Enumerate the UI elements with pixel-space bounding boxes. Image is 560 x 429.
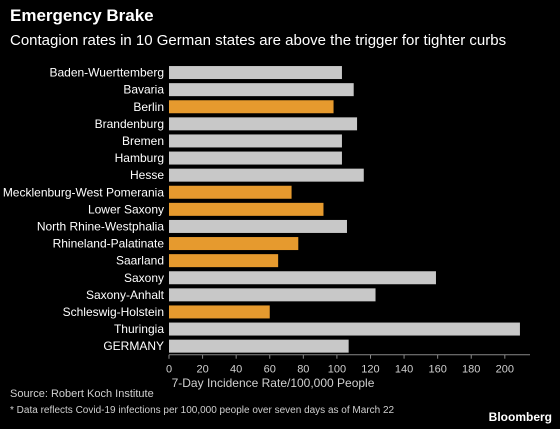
x-tick-label: 180: [462, 364, 480, 376]
category-label: Lower Saxony: [88, 202, 164, 216]
x-tick-label: 20: [196, 364, 208, 376]
bar: [169, 305, 270, 319]
x-tick-label: 80: [297, 364, 309, 376]
chart-subtitle: Contagion rates in 10 German states are …: [10, 32, 507, 49]
bar: [169, 322, 520, 336]
bar: [169, 66, 342, 80]
bar: [169, 83, 354, 97]
x-tick-label: 40: [230, 364, 242, 376]
category-label: Bavaria: [123, 83, 164, 97]
x-axis-label: 7-Day Incidence Rate/100,000 People: [172, 376, 375, 390]
bar: [169, 339, 349, 353]
category-label: Brandenburg: [95, 117, 164, 131]
category-label: Saxony: [124, 271, 164, 285]
source-note: Source: Robert Koch Institute: [10, 388, 154, 400]
category-label: GERMANY: [103, 339, 164, 353]
category-label: Rhineland-Palatinate: [53, 237, 165, 251]
x-tick-label: 100: [328, 364, 346, 376]
category-label: Hamburg: [115, 151, 164, 165]
bar: [169, 237, 299, 251]
category-labels: Baden-Wuerttemberg Bavaria Berlin Brandenbu…: [3, 66, 165, 354]
bar: [169, 219, 347, 233]
x-tick-label: 120: [361, 364, 379, 376]
bar: [169, 202, 324, 216]
bar: [169, 288, 376, 302]
category-label: Saarland: [116, 254, 164, 268]
bloomberg-logo: Bloomberg: [488, 410, 552, 424]
category-label: Saxony-Anhalt: [86, 288, 165, 302]
bar: [169, 185, 292, 199]
bar: [169, 271, 436, 285]
x-tick-label: 200: [496, 364, 514, 376]
footnote: * Data reflects Covid-19 infections per …: [10, 405, 395, 416]
bars: [169, 66, 520, 353]
x-axis: 0 20 40 60 80 100 120 140 160 180 200: [166, 354, 530, 376]
bar: [169, 151, 342, 165]
bar: [169, 117, 358, 131]
category-label: Hesse: [130, 168, 164, 182]
category-label: Thuringia: [114, 322, 164, 336]
bar: [169, 134, 342, 148]
category-label: North Rhine-Westphalia: [37, 219, 164, 233]
x-tick-label: 60: [264, 364, 276, 376]
x-tick-label: 0: [166, 364, 172, 376]
category-label: Bremen: [122, 134, 164, 148]
bar: [169, 168, 364, 182]
chart-title: Emergency Brake: [10, 6, 154, 25]
bar: [169, 100, 334, 114]
category-label: Baden-Wuerttemberg: [49, 66, 164, 80]
x-tick-label: 160: [428, 364, 446, 376]
bar: [169, 254, 279, 268]
category-label: Berlin: [133, 100, 164, 114]
x-tick-label: 140: [395, 364, 413, 376]
category-label: Mecklenburg-West Pomerania: [3, 185, 165, 199]
category-label: Schleswig-Holstein: [63, 305, 164, 319]
